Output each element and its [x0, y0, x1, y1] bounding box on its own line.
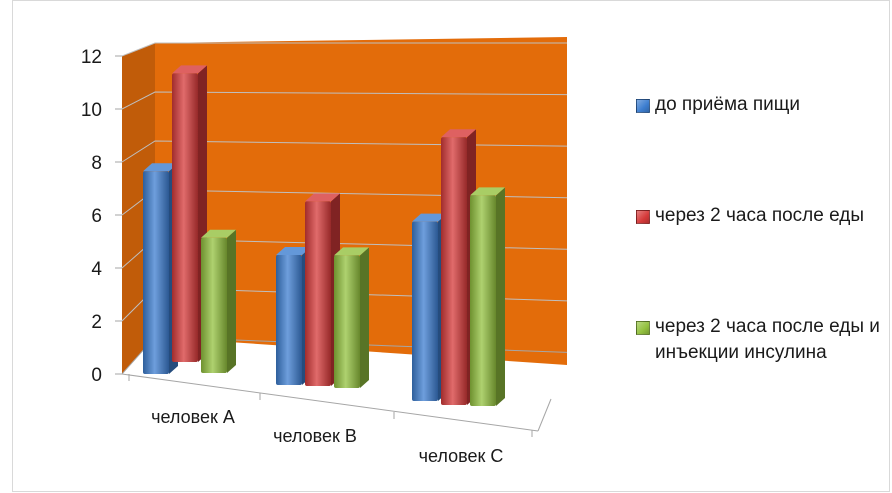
gridline — [121, 91, 568, 110]
y-tick-label: 0 — [91, 365, 102, 386]
legend-swatch-series-2 — [636, 210, 650, 224]
x-category-label: человек В — [273, 426, 357, 446]
bar-front — [172, 73, 198, 363]
y-tick-label: 6 — [91, 206, 102, 227]
bar-side — [227, 229, 236, 373]
legend-label-series-1: до приёма пищи — [655, 94, 801, 115]
bar-top — [334, 247, 369, 256]
gridline — [121, 140, 568, 163]
x-category-label: человек А — [151, 407, 235, 427]
bar-top — [172, 65, 207, 74]
bar-top — [305, 193, 340, 202]
bar-top — [412, 213, 447, 222]
gridline — [121, 42, 567, 57]
floor-right-edge — [537, 398, 552, 432]
y-axis-ticks: 0 2 4 6 8 10 12 — [81, 47, 122, 386]
legend-label-series-2: через 2 часа после еды — [655, 205, 865, 226]
bar-top — [201, 229, 236, 238]
y-tick-label: 4 — [91, 259, 102, 280]
legend-item-series-3: через 2 часа после еды и инъекции инсули… — [636, 314, 886, 366]
legend-item-series-2: через 2 часа после еды — [636, 203, 886, 229]
y-tick-label: 10 — [81, 100, 102, 121]
bar-front — [441, 137, 467, 405]
bar-top — [143, 163, 178, 172]
bar-front — [276, 255, 302, 385]
bar-front — [412, 221, 438, 401]
bar-front — [305, 201, 331, 386]
bar — [334, 247, 369, 388]
legend-label-series-3: через 2 часа после еды и инъекции инсули… — [655, 316, 880, 363]
bar-top — [276, 247, 311, 255]
x-axis-categories: человек А человек В человек С — [151, 407, 503, 466]
bar-side — [496, 187, 505, 406]
floor-axis — [121, 373, 552, 437]
bar-top — [441, 129, 476, 138]
bar-front — [201, 237, 227, 373]
x-axis-line — [121, 373, 539, 432]
x-category-label: человек С — [419, 446, 504, 466]
bars — [143, 65, 505, 406]
bar-side — [360, 247, 369, 388]
bar — [172, 65, 207, 363]
y-tick-label: 8 — [91, 153, 102, 174]
bar-front — [334, 255, 360, 388]
bar-front — [470, 195, 496, 406]
bar — [201, 229, 236, 373]
y-tick-label: 12 — [81, 47, 102, 68]
legend-item-series-1: до приёма пищи — [636, 92, 886, 118]
bar — [470, 187, 505, 406]
legend-swatch-series-3 — [636, 321, 650, 335]
bar-top — [470, 187, 505, 196]
bar-front — [143, 171, 169, 374]
y-tick-label: 2 — [91, 312, 102, 333]
legend-swatch-series-1 — [636, 99, 650, 113]
